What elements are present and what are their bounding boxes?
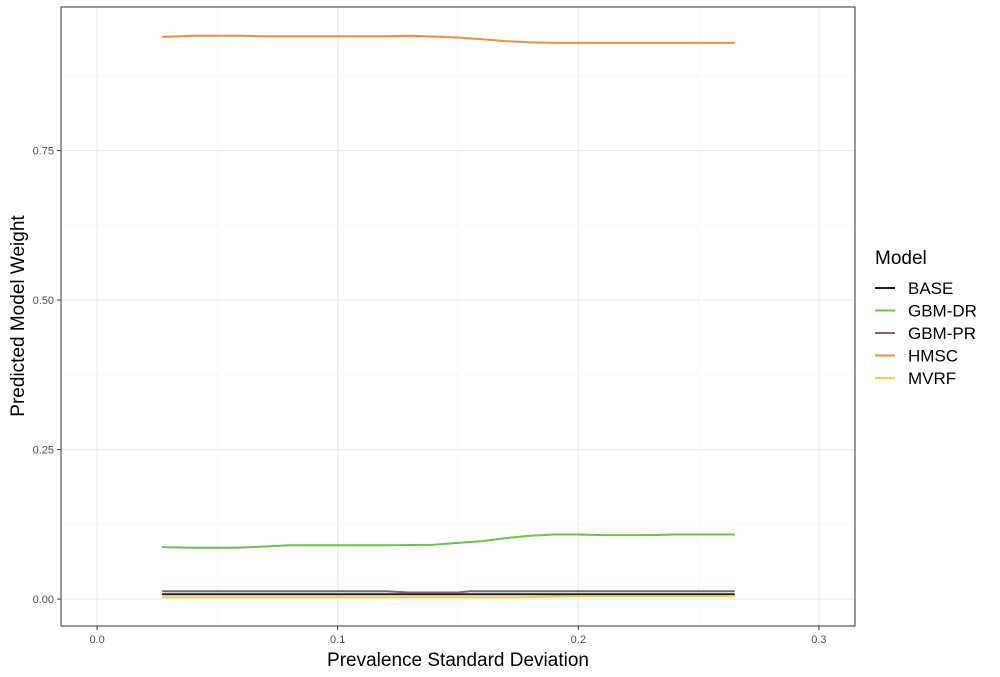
x-tick-label: 0.0 xyxy=(89,634,104,646)
legend-label: MVRF xyxy=(908,369,956,388)
series-line-gbm-pr xyxy=(162,590,735,594)
y-axis-title: Predicted Model Weight xyxy=(8,215,29,417)
legend-label: HMSC xyxy=(908,347,958,366)
series-line-hmsc xyxy=(162,34,735,44)
major-gridlines xyxy=(61,7,855,626)
legend: Model BASE GBM-DR GBM-PR HMSC MVRF xyxy=(875,248,977,388)
x-tick-label: 0.3 xyxy=(811,634,826,646)
legend-title: Model xyxy=(875,248,927,269)
y-tick-label: 0.50 xyxy=(33,295,54,307)
y-tick-label: 0.00 xyxy=(33,594,54,606)
series-lines xyxy=(162,34,735,599)
legend-label: GBM-DR xyxy=(908,302,977,321)
x-tick-label: 0.1 xyxy=(330,634,345,646)
y-tick-label: 0.75 xyxy=(33,146,54,158)
plot-border xyxy=(60,6,856,627)
series-line-gbm-dr xyxy=(162,533,735,549)
x-tick-label: 0.2 xyxy=(571,634,586,646)
legend-label: BASE xyxy=(908,279,953,298)
y-axis-ticks: 0.00 0.25 0.50 0.75 xyxy=(33,146,61,606)
y-tick-label: 0.25 xyxy=(33,445,54,457)
series-line-mvrf xyxy=(162,595,735,599)
x-axis-ticks: 0.0 0.1 0.2 0.3 xyxy=(89,626,827,646)
legend-label: GBM-PR xyxy=(908,324,976,343)
x-axis-title: Prevalence Standard Deviation xyxy=(327,650,589,671)
minor-gridlines xyxy=(61,7,855,626)
